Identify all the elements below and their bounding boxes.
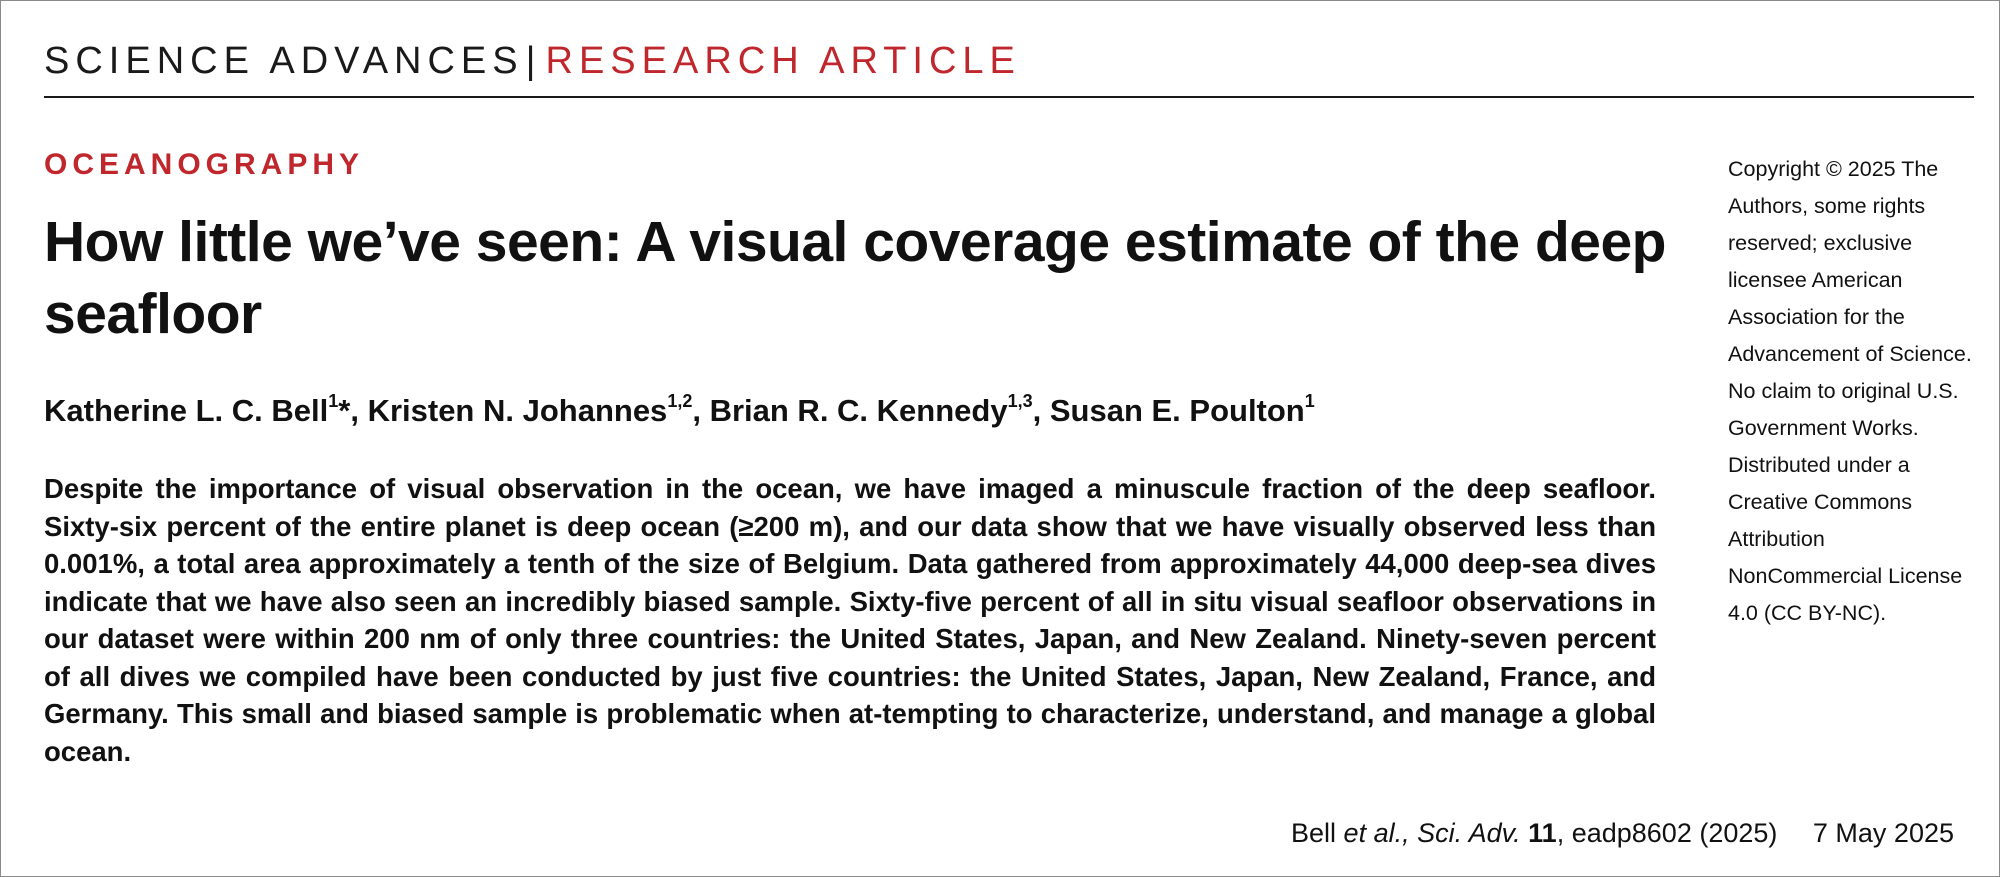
author-name: Susan E. Poulton	[1049, 393, 1305, 428]
author-list: Katherine L. C. Bell1*, Kristen N. Johan…	[44, 386, 1664, 436]
journal-header: SCIENCE ADVANCES| RESEARCH ARTICLE	[44, 35, 1021, 87]
copyright-notice: Copyright © 2025 The Authors, some right…	[1728, 157, 1972, 625]
author-separator: ,	[1032, 393, 1050, 428]
author-name: Katherine L. C. Bell	[44, 393, 329, 428]
citation-article-id: , eadp8602 (2025)	[1556, 818, 1778, 848]
author-name: Kristen N. Johannes	[367, 393, 668, 428]
article-type: RESEARCH ARTICLE	[545, 40, 1021, 82]
publication-date: 7 May 2025	[1812, 818, 1954, 848]
author-separator: ,	[350, 393, 368, 428]
author-affiliation: 1,3	[1007, 391, 1033, 411]
author-name: Brian R. C. Kennedy	[709, 393, 1008, 428]
citation-et-al: et al.,	[1343, 818, 1410, 848]
journal-name: SCIENCE ADVANCES	[44, 40, 524, 82]
abstract: Despite the importance of visual observa…	[44, 473, 1656, 767]
citation-journal: Sci. Adv.	[1417, 818, 1521, 848]
citation-footer: Bell et al., Sci. Adv. 11, eadp8602 (202…	[1291, 815, 1954, 851]
header-rule	[44, 96, 1974, 98]
section-label: OCEANOGRAPHY	[44, 148, 365, 181]
corresponding-author-mark: *	[338, 393, 351, 428]
article-title: How little we’ve seen: A visual coverage…	[44, 210, 1667, 346]
author-affiliation: 1	[1304, 391, 1315, 411]
author-affiliation: 1,2	[667, 391, 693, 411]
header-separator: |	[525, 40, 536, 82]
citation-author: Bell	[1291, 818, 1337, 848]
author-separator: ,	[692, 393, 710, 428]
author-affiliation: 1	[328, 391, 339, 411]
citation-volume: 11	[1528, 818, 1557, 848]
